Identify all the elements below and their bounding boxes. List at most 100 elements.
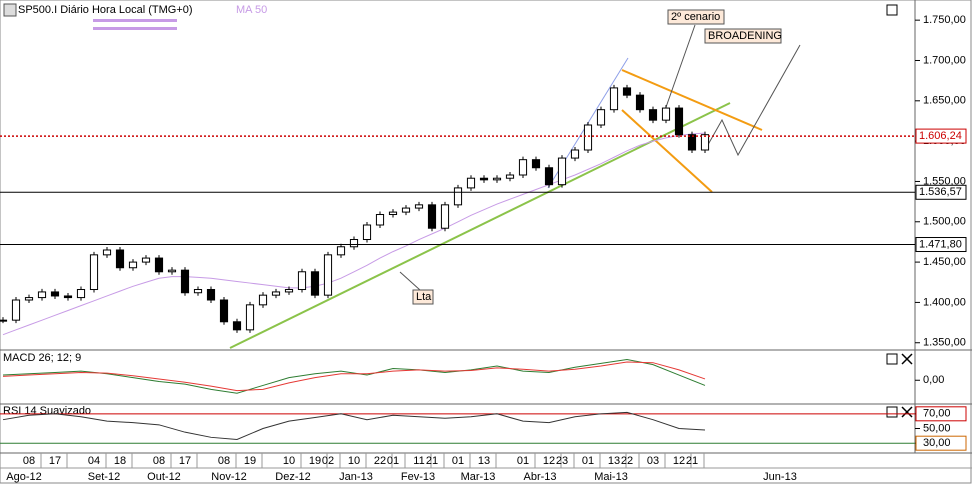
candle (102, 249, 112, 256)
x-tick-label: 12 (673, 455, 685, 467)
indicator-line (2, 358, 706, 394)
candle (258, 294, 268, 306)
candle (115, 249, 125, 269)
month-label: Nov-12 (211, 471, 246, 483)
header-ma: MA 50 (236, 4, 267, 16)
candle (635, 94, 645, 111)
y-tick-label: 0,00 (923, 374, 944, 386)
y-tick-label: 1.400,00 (923, 296, 966, 308)
candle (583, 124, 593, 151)
x-tick-label: 08 (153, 455, 165, 467)
candle (414, 204, 424, 209)
x-tick-label: 08 (218, 455, 230, 467)
candle (492, 177, 502, 181)
y-tick-label: 1.700,00 (923, 54, 966, 66)
candle (362, 224, 372, 241)
trend-line (621, 109, 713, 193)
candle (648, 109, 658, 121)
candle (154, 257, 164, 273)
panel-title: RSI 14 Suavizado (3, 405, 91, 417)
candle (76, 289, 86, 299)
annotation: BROADENING (708, 30, 782, 42)
candle (180, 269, 190, 294)
candle (531, 159, 541, 169)
panel-title: MACD 26; 12; 9 (3, 352, 81, 364)
annotation: Lta (416, 291, 432, 303)
candle (89, 254, 99, 291)
candle (349, 239, 359, 248)
x-tick-label: 01 (582, 455, 594, 467)
candle (622, 87, 632, 96)
candle (479, 177, 489, 181)
y-tick-label: 50,00 (923, 422, 951, 434)
candle (11, 299, 21, 321)
candle (128, 261, 138, 269)
candle (245, 304, 255, 331)
month-label: Ago-12 (6, 471, 41, 483)
x-tick-label: 13 (608, 455, 620, 467)
icon (3, 3, 17, 17)
y-tick-label: 1.750,00 (923, 14, 966, 26)
x-tick-label: 08 (23, 455, 35, 467)
candle (37, 291, 47, 299)
month-label: Dez-12 (275, 471, 310, 483)
candle (609, 87, 619, 111)
candle (219, 299, 229, 323)
level-label-box (915, 406, 967, 422)
maximize-button[interactable] (886, 406, 898, 418)
candle (50, 291, 60, 297)
y-tick-label: 1.450,00 (923, 256, 966, 268)
candle (310, 271, 320, 296)
x-tick-label: 01 (452, 455, 464, 467)
candle (427, 204, 437, 229)
candle (596, 109, 606, 126)
y-tick-label: 1.650,00 (923, 95, 966, 107)
x-tick-label: 01 (387, 455, 399, 467)
x-tick-label: 19 (309, 455, 321, 467)
y-tick-label: 30,00 (923, 437, 951, 449)
close-button[interactable] (901, 353, 913, 418)
x-tick-label: 18 (114, 455, 126, 467)
annotation: 2º cenario (671, 11, 720, 23)
x-tick-label: 10 (283, 455, 295, 467)
y-tick-label: 1.550,00 (923, 175, 966, 187)
month-label: Jun-13 (763, 471, 797, 483)
maximize-button[interactable] (886, 353, 898, 365)
candle (518, 159, 528, 176)
candle (440, 204, 450, 229)
x-tick-label: 03 (647, 455, 659, 467)
candle (661, 107, 671, 121)
trend-line (229, 102, 731, 349)
x-tick-label: 22 (374, 455, 386, 467)
level-label-box (915, 237, 967, 253)
x-tick-label: 21 (426, 455, 438, 467)
candle (232, 321, 242, 331)
x-tick-label: 21 (686, 455, 698, 467)
month-label: Mai-13 (594, 471, 628, 483)
month-label: Abr-13 (523, 471, 556, 483)
candle (388, 211, 398, 216)
candle (336, 246, 346, 256)
candle (375, 214, 385, 226)
candle (0, 319, 8, 322)
month-label: Fev-13 (401, 471, 435, 483)
candle (193, 289, 203, 294)
candle (271, 291, 281, 296)
maximize-button[interactable] (886, 4, 898, 16)
indicator-line (2, 411, 706, 441)
month-label: Set-12 (88, 471, 120, 483)
candle (505, 174, 515, 179)
candle (167, 269, 177, 273)
candle (141, 257, 151, 263)
candle (570, 149, 580, 159)
x-tick-label: 11 (413, 455, 424, 467)
level-label-box (915, 184, 967, 200)
annotation-box (704, 28, 782, 44)
level-label: 1.471,80 (919, 238, 962, 250)
annotation-pointer (399, 271, 421, 291)
y-tick-label: 1.350,00 (923, 337, 966, 349)
annotation-box (412, 289, 434, 305)
x-tick-label: 10 (348, 455, 360, 467)
